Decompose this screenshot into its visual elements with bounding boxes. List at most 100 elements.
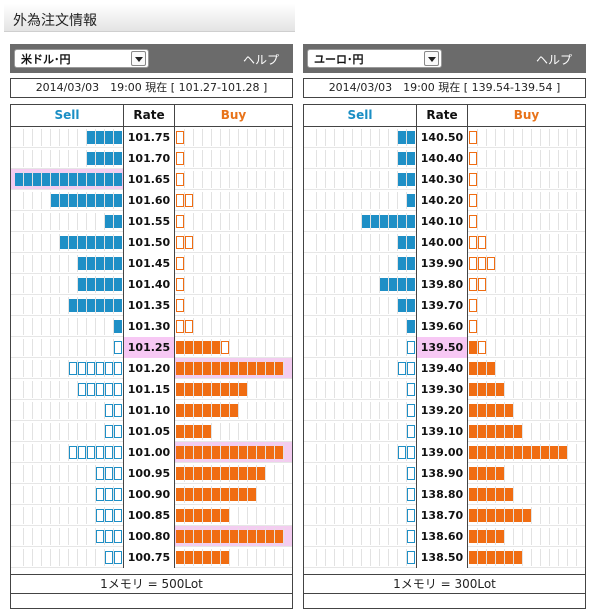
grid-line: [283, 402, 284, 419]
grid-line: [220, 507, 221, 524]
sell-volume-block: [407, 278, 415, 291]
grid-line: [68, 213, 69, 230]
buy-volume-block: [266, 362, 274, 375]
row-divider: [175, 273, 292, 274]
grid-line: [522, 339, 523, 356]
grid-line: [283, 297, 284, 314]
sell-cell: [11, 358, 123, 379]
grid-line: [522, 192, 523, 209]
buy-volume-block: [478, 446, 486, 459]
buy-volume-block: [275, 446, 283, 459]
grid-line: [343, 444, 344, 461]
rate-cell: 101.65: [123, 169, 175, 190]
grid-line: [238, 276, 239, 293]
sell-cell: [304, 316, 416, 337]
grid-line: [334, 528, 335, 545]
grid-line: [477, 150, 478, 167]
grid-line: [531, 234, 532, 251]
grid-line: [576, 150, 577, 167]
grid-line: [486, 297, 487, 314]
grid-line: [113, 234, 114, 251]
chevron-down-icon[interactable]: [131, 51, 146, 66]
rate-cell: 101.35: [123, 295, 175, 316]
grid-line: [50, 171, 51, 188]
grid-line: [86, 234, 87, 251]
buy-volume-block: [221, 446, 229, 459]
buy-volume-block: [176, 530, 184, 543]
chevron-down-icon[interactable]: [424, 51, 439, 66]
buy-volume-block: [266, 446, 274, 459]
table-header: Sell Rate Buy: [304, 105, 585, 127]
grid-line: [95, 213, 96, 230]
buy-cell: [175, 232, 292, 253]
row-divider: [175, 210, 292, 211]
rate-cell: 138.70: [416, 505, 468, 526]
grid-line: [104, 444, 105, 461]
grid-line: [522, 528, 523, 545]
grid-line: [202, 171, 203, 188]
sell-volume-block: [398, 215, 406, 228]
sell-volume-block: [371, 215, 379, 228]
grid-line: [352, 423, 353, 440]
grid-line: [334, 486, 335, 503]
grid-line: [184, 234, 185, 251]
grid-line: [513, 360, 514, 377]
grid-line: [397, 423, 398, 440]
sell-volume-block: [96, 131, 104, 144]
grid-line: [379, 507, 380, 524]
sell-volume-block: [69, 194, 77, 207]
grid-line: [549, 465, 550, 482]
grid-line: [77, 234, 78, 251]
grid-line: [41, 150, 42, 167]
grid-line: [247, 339, 248, 356]
row-divider: [468, 210, 585, 211]
grid-line: [256, 444, 257, 461]
row-divider: [175, 399, 292, 400]
sell-cell: [304, 358, 416, 379]
grid-line: [567, 381, 568, 398]
grid-line: [256, 192, 257, 209]
buy-cell: [175, 442, 292, 463]
help-link[interactable]: ヘルプ: [535, 53, 572, 67]
currency-pair-select[interactable]: ユーロ･円: [307, 49, 442, 68]
sell-volume-block: [69, 173, 77, 186]
grid-line: [522, 234, 523, 251]
currency-pair-select[interactable]: 米ドル･円: [14, 49, 149, 68]
grid-line: [77, 171, 78, 188]
rate-cell: 140.00: [416, 232, 468, 253]
grid-line: [343, 381, 344, 398]
buy-volume-block: [203, 488, 211, 501]
grid-line: [184, 423, 185, 440]
grid-line: [193, 549, 194, 566]
sell-volume-block: [407, 446, 415, 459]
grid-line: [220, 381, 221, 398]
rate-cell: 138.90: [416, 463, 468, 484]
grid-line: [343, 255, 344, 272]
grid-line: [334, 150, 335, 167]
buy-volume-block: [514, 551, 522, 564]
row-divider: [175, 525, 292, 526]
buy-volume-block: [230, 467, 238, 480]
grid-line: [283, 486, 284, 503]
help-link[interactable]: ヘルプ: [242, 53, 279, 67]
buy-cell: [468, 421, 585, 442]
sell-volume-block: [105, 530, 113, 543]
grid-line: [32, 486, 33, 503]
grid-line: [274, 549, 275, 566]
grid-line: [211, 234, 212, 251]
sell-volume-block: [87, 236, 95, 249]
grid-line: [68, 507, 69, 524]
grid-line: [77, 402, 78, 419]
row-divider: [304, 420, 416, 421]
grid-line: [406, 339, 407, 356]
grid-line: [325, 549, 326, 566]
sell-header: Sell: [347, 108, 373, 122]
grid-line: [361, 339, 362, 356]
row-divider: [468, 567, 585, 568]
grid-line: [104, 423, 105, 440]
grid-line: [211, 150, 212, 167]
grid-line: [86, 192, 87, 209]
sell-volume-block: [60, 194, 68, 207]
grid-line: [265, 213, 266, 230]
grid-line: [23, 444, 24, 461]
